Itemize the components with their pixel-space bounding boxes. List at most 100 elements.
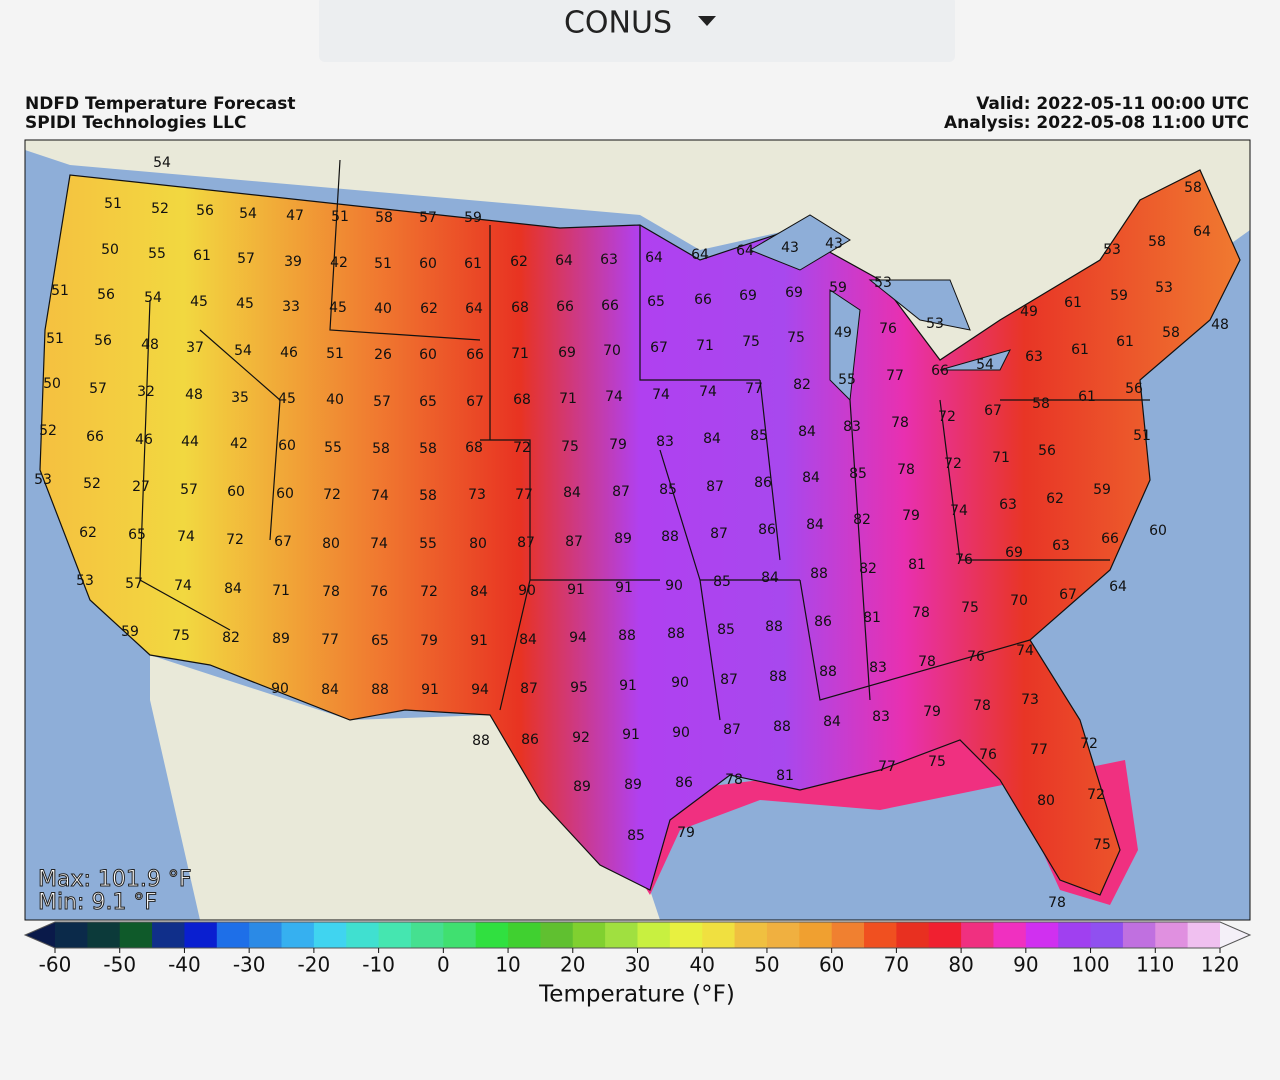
colorbar-segment: [346, 922, 380, 948]
colorbar-segment: [1155, 922, 1189, 948]
temperature-label: 84: [761, 570, 779, 586]
temperature-label: 83: [843, 419, 861, 435]
temperature-label: 72: [1080, 736, 1098, 752]
temperature-label: 91: [615, 580, 633, 596]
temperature-label: 58: [1184, 180, 1202, 196]
colorbar-tick-label: -20: [298, 953, 331, 977]
temperature-label: 87: [565, 534, 583, 550]
temperature-label: 54: [976, 357, 994, 373]
temperature-label: 54: [234, 343, 252, 359]
temperature-label: 58: [419, 441, 437, 457]
temperature-label: 46: [135, 432, 153, 448]
temperature-label: 64: [736, 243, 754, 259]
temperature-label: 64: [1193, 224, 1211, 240]
temperature-label: 78: [725, 772, 743, 788]
temperature-label: 94: [569, 630, 587, 646]
temperature-label: 66: [931, 363, 949, 379]
mexico: [150, 655, 660, 920]
temperature-label: 56: [94, 333, 112, 349]
map-credit: SPIDI Technologies LLC: [25, 113, 246, 133]
colorbar-segment: [734, 922, 768, 948]
temperature-label: 94: [471, 682, 489, 698]
temperature-label: 90: [665, 578, 683, 594]
temperature-label: 51: [326, 346, 344, 362]
temperature-label: 54: [239, 206, 257, 222]
temperature-label: 80: [1037, 793, 1055, 809]
colorbar-tick-label: 90: [1013, 953, 1038, 977]
temperature-label: 69: [558, 345, 576, 361]
temperature-label: 62: [79, 525, 97, 541]
temperature-label: 77: [321, 632, 339, 648]
dropdown-label[interactable]: CONUS: [564, 6, 672, 41]
temperature-label: 69: [739, 288, 757, 304]
temperature-label: 88: [472, 733, 490, 749]
temperature-label: 75: [787, 330, 805, 346]
temperature-label: 74: [605, 389, 623, 405]
temperature-label: 59: [464, 210, 482, 226]
temperature-label: 88: [773, 719, 791, 735]
temperature-label: 64: [691, 247, 709, 263]
temperature-label: 60: [419, 256, 437, 272]
colorbar-segment: [669, 922, 703, 948]
temperature-label: 66: [694, 292, 712, 308]
colorbar-segment: [216, 922, 250, 948]
temperature-label: 48: [185, 387, 203, 403]
temperature-label: 88: [769, 669, 787, 685]
temperature-label: 52: [151, 201, 169, 217]
colorbar-tick-label: 10: [495, 953, 520, 977]
temperature-label: 60: [278, 438, 296, 454]
colorbar-tick-label: 40: [689, 953, 714, 977]
temperature-label: 53: [76, 573, 94, 589]
temperature-label: 57: [89, 381, 107, 397]
region-selector[interactable]: CONUS: [319, 0, 955, 62]
temperature-label: 79: [923, 704, 941, 720]
temperature-label: 90: [518, 583, 536, 599]
colorbar-segment: [475, 922, 509, 948]
temperature-label: 78: [891, 415, 909, 431]
temperature-label: 60: [1149, 523, 1167, 539]
state-borders: [139, 159, 1150, 721]
colorbar-segment: [928, 922, 962, 948]
colorbar-tick-label: 60: [819, 953, 844, 977]
temperature-label: 91: [470, 633, 488, 649]
temperature-label: 61: [464, 256, 482, 272]
colorbar-segment: [896, 922, 930, 948]
colorbar-over: [1220, 922, 1250, 948]
temperature-label: 54: [144, 290, 162, 306]
temperature-label: 45: [190, 294, 208, 310]
colorbar-segment: [766, 922, 800, 948]
temperature-label: 82: [793, 377, 811, 393]
dropdown-button[interactable]: [319, 0, 955, 62]
temperature-label: 61: [1071, 342, 1089, 358]
temperature-label: 82: [222, 630, 240, 646]
temperature-label: 69: [1005, 545, 1023, 561]
conus-temperature-field: [39, 169, 1241, 896]
temperature-label: 55: [148, 246, 166, 262]
map: 54 51 52 56 54 47 51 58 57 59 50 55 61 57 39 42 51 60 61 62…: [25, 140, 1250, 920]
temperature-label: 68: [465, 440, 483, 456]
temperature-label: 81: [776, 768, 794, 784]
temperature-label: 81: [863, 610, 881, 626]
colorbar-segment: [313, 922, 347, 948]
temperature-label: 59: [1093, 482, 1111, 498]
temperature-label: 47: [286, 208, 304, 224]
colorbar-tick-label: 80: [948, 953, 973, 977]
temperature-label: 71: [272, 583, 290, 599]
colorbar-tick-label: -50: [103, 953, 136, 977]
temperature-label: 82: [859, 561, 877, 577]
temperature-labels: 54 51 52 56 54 47 51 58 57 59 50 55 61 57 39 42 51 60 61 62…: [34, 155, 1229, 911]
dropdown-arrow[interactable]: [698, 16, 716, 26]
temperature-label: 67: [1059, 587, 1077, 603]
temperature-label: 77: [515, 487, 533, 503]
temperature-label: 65: [128, 527, 146, 543]
temperature-label: 75: [172, 628, 190, 644]
temperature-label: 51: [104, 196, 122, 212]
temperature-label: 76: [979, 747, 997, 763]
temperature-label: 63: [600, 252, 618, 268]
temperature-label: 72: [226, 532, 244, 548]
temperature-label: 85: [713, 574, 731, 590]
temperature-label: 89: [614, 531, 632, 547]
temperature-label: 68: [513, 392, 531, 408]
valid-time: Valid: 2022-05-11 00:00 UTC: [976, 94, 1249, 114]
colorbar-segment: [281, 922, 315, 948]
